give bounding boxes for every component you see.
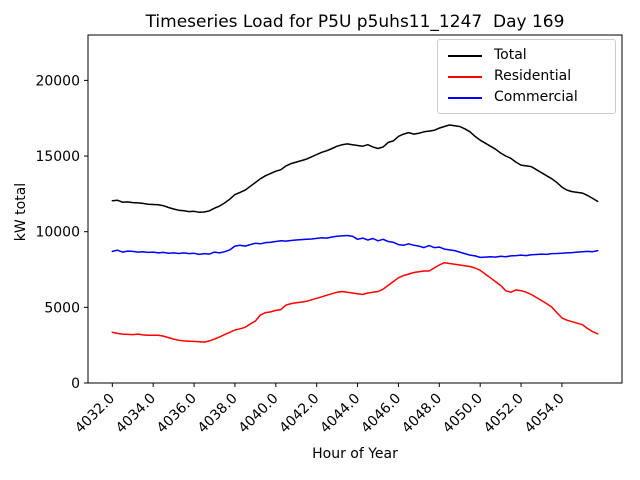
x-tick-label: 4034.0 <box>113 391 159 437</box>
x-tick-label: 4044.0 <box>317 391 363 437</box>
x-tick-label: 4050.0 <box>440 391 486 437</box>
legend-entry-total: Total <box>448 45 609 66</box>
x-tick-label: 4032.0 <box>72 391 118 437</box>
x-tick-label: 4054.0 <box>522 391 568 437</box>
axes-spines <box>87 34 623 384</box>
series-total-line <box>111 124 599 214</box>
x-tick-label: 4040.0 <box>236 391 282 437</box>
legend-label-total: Total <box>494 47 527 63</box>
legend-line-residential-icon <box>448 75 482 78</box>
y-tick-label: 0 <box>71 376 80 392</box>
y-axis-label: kW total <box>13 182 29 242</box>
series-residential-line <box>111 261 599 343</box>
legend-entry-residential: Residential <box>448 66 609 87</box>
legend-label-residential: Residential <box>494 68 572 84</box>
x-axis-label: Hour of Year <box>312 446 398 462</box>
y-tick-label: 20000 <box>35 73 80 89</box>
chart-title: Timeseries Load for P5U p5uhs11_1247 Day… <box>145 12 565 32</box>
x-tick-label: 4048.0 <box>399 391 445 437</box>
x-tick-label: 4036.0 <box>154 391 200 437</box>
series-commercial-line <box>111 234 599 259</box>
legend-entry-commercial: Commercial <box>448 87 609 108</box>
x-tick-label: 4042.0 <box>277 391 323 437</box>
legend-label-commercial: Commercial <box>494 89 578 105</box>
y-tick-label: 15000 <box>35 149 80 165</box>
y-tick-label: 5000 <box>44 300 80 316</box>
x-tick-label: 4052.0 <box>481 391 527 437</box>
y-tick-label: 10000 <box>35 225 80 241</box>
legend: Total Residential Commercial <box>437 39 616 114</box>
x-tick-label: 4038.0 <box>195 391 241 437</box>
legend-line-commercial-icon <box>448 96 482 99</box>
x-tick-label: 4046.0 <box>358 391 404 437</box>
legend-line-total-icon <box>448 54 482 57</box>
